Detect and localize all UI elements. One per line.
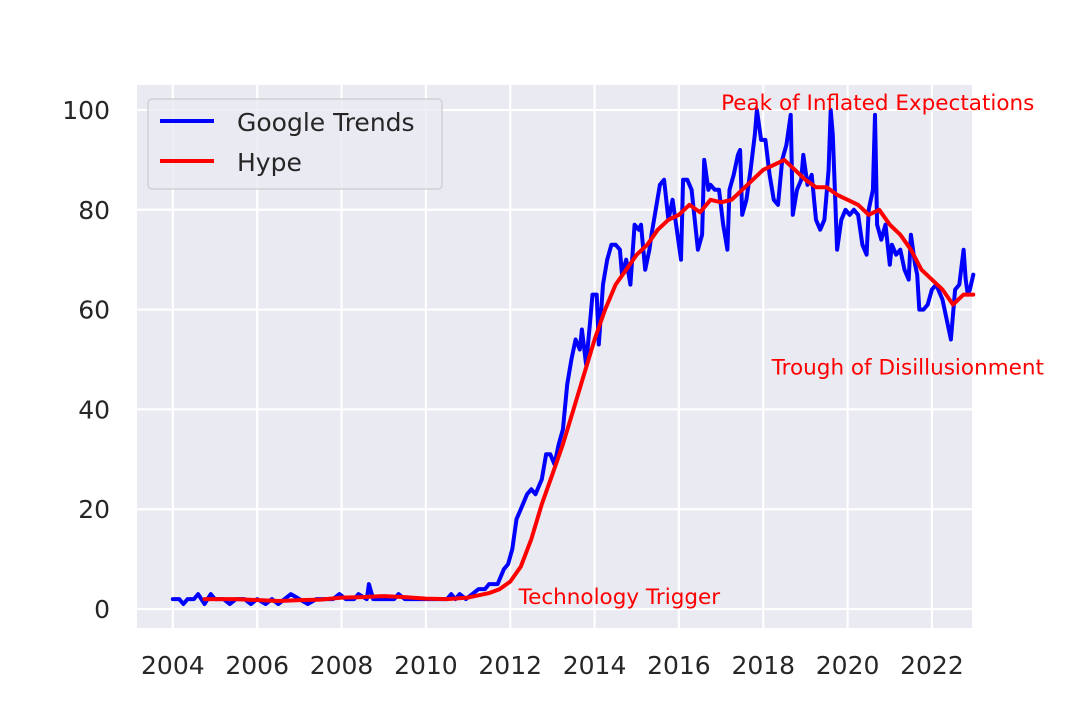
legend-label-google-trends: Google Trends — [237, 108, 415, 137]
annotation-technology-trigger: Technology Trigger — [518, 585, 721, 610]
x-tick-label: 2016 — [647, 651, 711, 680]
annotation-peak-of-inflated-expectations: Peak of Inflated Expectations — [721, 91, 1034, 116]
legend-label-hype: Hype — [237, 148, 302, 177]
x-tick-label: 2022 — [900, 651, 964, 680]
x-tick-label: 2010 — [394, 651, 458, 680]
y-tick-label: 60 — [78, 296, 110, 325]
x-tick-label: 2008 — [310, 651, 374, 680]
series-line-hype — [202, 157, 976, 603]
annotation-trough-of-disillusionment: Trough of Disillusionment — [771, 355, 1044, 380]
y-tick-label: 40 — [78, 395, 110, 424]
x-tick-label: 2012 — [478, 651, 542, 680]
y-tick-label: 100 — [62, 96, 110, 125]
x-tick-label: 2020 — [816, 651, 880, 680]
series-layer — [170, 108, 976, 606]
y-tick-label: 80 — [78, 196, 110, 225]
series-line-google-trends — [170, 108, 976, 606]
legend: Google Trends Hype — [147, 98, 443, 190]
annotations: Peak of Inflated Expectations Trough of D… — [518, 91, 1044, 610]
y-axis-ticks: 0 20 40 60 80 100 — [62, 96, 110, 624]
x-tick-label: 2014 — [563, 651, 627, 680]
x-tick-label: 2006 — [225, 651, 289, 680]
x-tick-label: 2004 — [141, 651, 205, 680]
x-axis-ticks: 2004 2006 2008 2010 2012 2014 2016 2018 2020 2022 — [141, 651, 964, 680]
legend-box — [147, 98, 443, 190]
y-tick-label: 20 — [78, 495, 110, 524]
x-tick-label: 2018 — [731, 651, 795, 680]
y-tick-label: 0 — [94, 595, 110, 624]
